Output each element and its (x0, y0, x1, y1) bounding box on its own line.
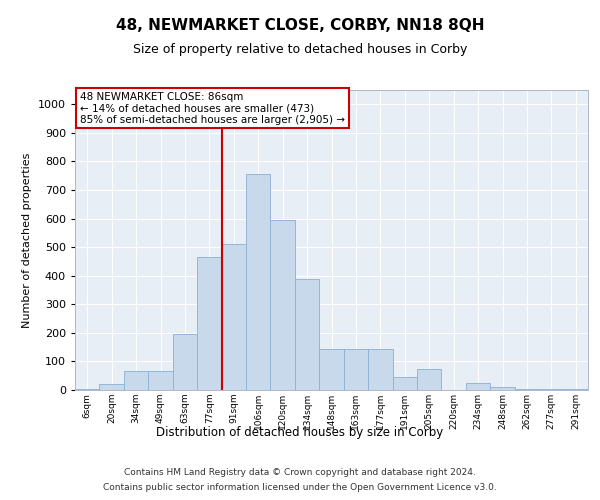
Bar (392, 377, 417, 390)
Bar (246, 174, 271, 390)
Bar (271, 220, 295, 390)
Bar (197, 257, 221, 390)
Bar (124, 372, 148, 390)
Bar (221, 244, 246, 390)
Text: 48 NEWMARKET CLOSE: 86sqm
← 14% of detached houses are smaller (473)
85% of semi: 48 NEWMARKET CLOSE: 86sqm ← 14% of detac… (80, 92, 345, 124)
Bar (173, 334, 197, 390)
Text: Size of property relative to detached houses in Corby: Size of property relative to detached ho… (133, 42, 467, 56)
Text: Distribution of detached houses by size in Corby: Distribution of detached houses by size … (157, 426, 443, 439)
Bar (295, 278, 319, 390)
Text: Contains HM Land Registry data © Crown copyright and database right 2024.: Contains HM Land Registry data © Crown c… (124, 468, 476, 477)
Y-axis label: Number of detached properties: Number of detached properties (22, 152, 32, 328)
Bar (490, 387, 515, 390)
Bar (100, 384, 124, 390)
Bar (148, 372, 173, 390)
Text: Contains public sector information licensed under the Open Government Licence v3: Contains public sector information licen… (103, 483, 497, 492)
Bar (344, 348, 368, 390)
Bar (368, 348, 392, 390)
Text: 48, NEWMARKET CLOSE, CORBY, NN18 8QH: 48, NEWMARKET CLOSE, CORBY, NN18 8QH (116, 18, 484, 32)
Bar (466, 383, 490, 390)
Bar (417, 368, 442, 390)
Bar (319, 348, 344, 390)
